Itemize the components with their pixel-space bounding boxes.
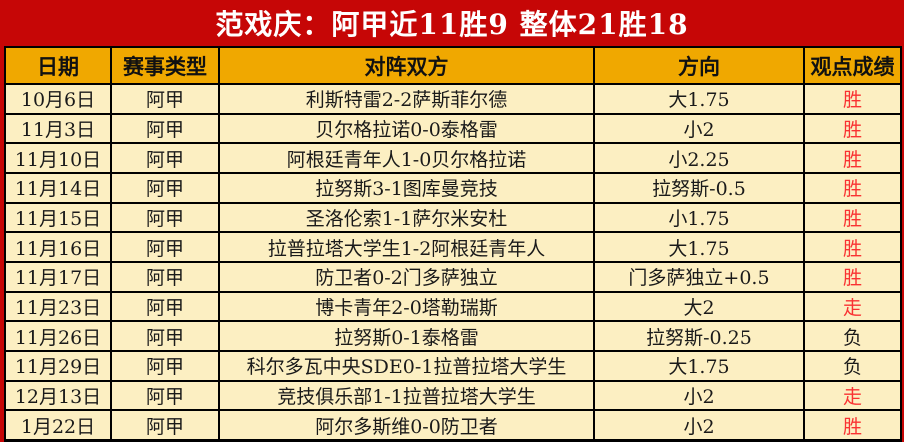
cell-result: 胜 (803, 201, 902, 234)
cell-result: 胜 (803, 112, 902, 145)
header-result: 观点成绩 (803, 46, 902, 85)
cell-league: 阿甲 (110, 142, 220, 174)
cell-result: 胜 (803, 409, 902, 442)
table-row: 1月22日 阿甲 阿尔多斯维0-0防卫者 小2 胜 (4, 409, 902, 442)
cell-league: 阿甲 (110, 260, 220, 293)
cell-result: 胜 (803, 83, 902, 115)
header-date: 日期 (4, 46, 112, 85)
table-row: 11月26日 阿甲 拉努斯0-1泰格雷 拉努斯-0.25 负 (4, 320, 902, 352)
cell-direction: 小1.75 (593, 201, 805, 234)
cell-league: 阿甲 (110, 112, 220, 145)
cell-league: 阿甲 (110, 201, 220, 234)
cell-league: 阿甲 (110, 379, 220, 412)
cell-result: 胜 (803, 171, 902, 204)
cell-result: 胜 (803, 231, 902, 263)
cell-league: 阿甲 (110, 409, 220, 442)
cell-date: 10月6日 (4, 83, 112, 115)
table-row: 11月15日 阿甲 圣洛伦索1-1萨尔米安杜 小1.75 胜 (4, 201, 902, 234)
table-row: 11月14日 阿甲 拉努斯3-1图库曼竞技 拉努斯-0.5 胜 (4, 171, 902, 204)
header-match: 对阵双方 (218, 46, 595, 85)
records-table: 日期 赛事类型 对阵双方 方向 观点成绩 10月6日 阿甲 利斯特雷2-2萨斯菲… (4, 46, 902, 442)
cell-league: 阿甲 (110, 349, 220, 382)
cell-direction: 小2 (593, 409, 805, 442)
header-direction: 方向 (593, 46, 805, 85)
cell-result: 走 (803, 290, 902, 323)
cell-date: 11月10日 (4, 142, 112, 174)
cell-direction: 拉努斯-0.5 (593, 171, 805, 204)
cell-date: 1月22日 (4, 409, 112, 442)
table-row: 11月3日 阿甲 贝尔格拉诺0-0泰格雷 小2 胜 (4, 112, 902, 145)
cell-match: 博卡青年2-0塔勒瑞斯 (218, 290, 595, 323)
cell-date: 11月3日 (4, 112, 112, 145)
cell-league: 阿甲 (110, 171, 220, 204)
table-body: 10月6日 阿甲 利斯特雷2-2萨斯菲尔德 大1.75 胜 11月3日 阿甲 贝… (4, 83, 902, 442)
table-header-row: 日期 赛事类型 对阵双方 方向 观点成绩 (4, 46, 902, 85)
cell-date: 11月16日 (4, 231, 112, 263)
header-league: 赛事类型 (110, 46, 220, 85)
cell-direction: 大1.75 (593, 349, 805, 382)
cell-direction: 大1.75 (593, 83, 805, 115)
table-row: 10月6日 阿甲 利斯特雷2-2萨斯菲尔德 大1.75 胜 (4, 83, 902, 115)
table-row: 11月29日 阿甲 科尔多瓦中央SDE0-1拉普拉塔大学生 大1.75 负 (4, 349, 902, 382)
cell-match: 利斯特雷2-2萨斯菲尔德 (218, 83, 595, 115)
table-row: 11月10日 阿甲 阿根廷青年人1-0贝尔格拉诺 小2.25 胜 (4, 142, 902, 174)
cell-direction: 小2 (593, 379, 805, 412)
cell-match: 拉普拉塔大学生1-2阿根廷青年人 (218, 231, 595, 263)
cell-direction: 门多萨独立+0.5 (593, 260, 805, 293)
cell-match: 阿尔多斯维0-0防卫者 (218, 409, 595, 442)
cell-date: 11月17日 (4, 260, 112, 293)
cell-result: 负 (803, 320, 902, 352)
cell-match: 防卫者0-2门多萨独立 (218, 260, 595, 293)
cell-match: 竞技俱乐部1-1拉普拉塔大学生 (218, 379, 595, 412)
table-row: 11月16日 阿甲 拉普拉塔大学生1-2阿根廷青年人 大1.75 胜 (4, 231, 902, 263)
table-row: 11月23日 阿甲 博卡青年2-0塔勒瑞斯 大2 走 (4, 290, 902, 323)
table-row: 12月13日 阿甲 竞技俱乐部1-1拉普拉塔大学生 小2 走 (4, 379, 902, 412)
cell-direction: 拉努斯-0.25 (593, 320, 805, 352)
cell-date: 11月26日 (4, 320, 112, 352)
cell-result: 负 (803, 349, 902, 382)
cell-direction: 小2.25 (593, 142, 805, 174)
cell-date: 11月29日 (4, 349, 112, 382)
table-row: 11月17日 阿甲 防卫者0-2门多萨独立 门多萨独立+0.5 胜 (4, 260, 902, 293)
cell-result: 胜 (803, 142, 902, 174)
cell-match: 科尔多瓦中央SDE0-1拉普拉塔大学生 (218, 349, 595, 382)
cell-direction: 大2 (593, 290, 805, 323)
cell-date: 11月23日 (4, 290, 112, 323)
cell-result: 走 (803, 379, 902, 412)
cell-match: 阿根廷青年人1-0贝尔格拉诺 (218, 142, 595, 174)
cell-result: 胜 (803, 260, 902, 293)
cell-date: 11月14日 (4, 171, 112, 204)
cell-match: 拉努斯0-1泰格雷 (218, 320, 595, 352)
cell-match: 拉努斯3-1图库曼竞技 (218, 171, 595, 204)
cell-direction: 小2 (593, 112, 805, 145)
cell-league: 阿甲 (110, 83, 220, 115)
cell-direction: 大1.75 (593, 231, 805, 263)
cell-match: 贝尔格拉诺0-0泰格雷 (218, 112, 595, 145)
page-title: 范戏庆：阿甲近11胜9 整体21胜18 (215, 8, 689, 41)
cell-league: 阿甲 (110, 320, 220, 352)
cell-league: 阿甲 (110, 290, 220, 323)
records-table-wrap: 日期 赛事类型 对阵双方 方向 观点成绩 10月6日 阿甲 利斯特雷2-2萨斯菲… (4, 46, 902, 442)
cell-league: 阿甲 (110, 231, 220, 263)
cell-date: 12月13日 (4, 379, 112, 412)
cell-match: 圣洛伦索1-1萨尔米安杜 (218, 201, 595, 234)
cell-date: 11月15日 (4, 201, 112, 234)
